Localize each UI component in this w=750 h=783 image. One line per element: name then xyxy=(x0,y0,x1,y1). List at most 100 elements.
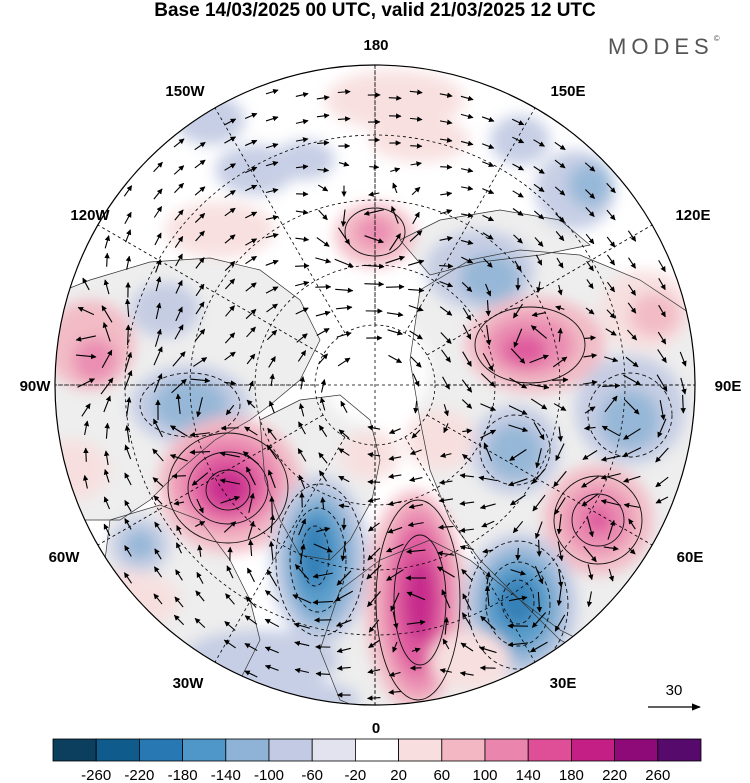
wind-arrow xyxy=(174,182,184,194)
wind-arrow xyxy=(195,257,205,269)
polar-cap xyxy=(320,315,430,425)
wind-arrow xyxy=(412,373,420,387)
wind-arrow xyxy=(125,229,132,243)
wind-arrow xyxy=(554,497,566,515)
wind-arrow xyxy=(82,277,90,291)
anomaly-blob xyxy=(275,140,335,180)
meridian xyxy=(404,436,536,663)
wind-arrow xyxy=(152,448,164,462)
wind-arrow xyxy=(410,143,423,149)
wind-arrow xyxy=(298,403,305,417)
wind-arrow xyxy=(461,399,473,409)
wind-arrow xyxy=(533,210,545,220)
wind-arrow xyxy=(584,162,596,172)
wind-arrow xyxy=(269,373,275,387)
wind-arrow xyxy=(153,161,163,173)
wind-arrow xyxy=(298,474,306,490)
contour-line xyxy=(553,475,643,565)
wind-arrow xyxy=(390,592,400,612)
wind-arrow xyxy=(409,116,423,122)
wind-arrow xyxy=(461,568,473,581)
wind-arrow xyxy=(224,332,236,344)
wind-arrow xyxy=(315,310,331,317)
wind-arrow xyxy=(366,564,382,580)
wind-arrow xyxy=(626,329,638,341)
wind-arrow xyxy=(123,370,133,390)
wind-arrow xyxy=(460,113,474,119)
wind-arrow xyxy=(315,257,332,264)
wind-arrow xyxy=(442,638,450,650)
wind-arrow xyxy=(603,545,619,552)
wind-arrow xyxy=(248,492,255,513)
wind-arrow xyxy=(155,302,162,320)
wind-arrow xyxy=(462,351,472,367)
colorbar-swatch xyxy=(225,738,270,762)
wind-arrow xyxy=(478,475,498,482)
wind-arrow xyxy=(295,119,309,125)
label-180: 180 xyxy=(363,37,388,54)
wind-arrow xyxy=(245,282,257,292)
wind-arrow xyxy=(581,493,599,507)
wind-arrow xyxy=(318,209,328,221)
wind-arrow xyxy=(439,479,453,485)
wind-arrow xyxy=(173,138,185,148)
wind-arrow xyxy=(367,425,381,431)
colorbar-tick-label: -60 xyxy=(301,767,323,783)
wind-arrow xyxy=(462,593,472,611)
wind-arrow xyxy=(440,332,452,344)
wind-arrow xyxy=(657,349,667,363)
wind-arrow xyxy=(103,469,110,483)
wind-arrow xyxy=(479,503,496,510)
wind-arrow xyxy=(535,448,542,469)
wind-arrow xyxy=(409,330,423,340)
contour-line xyxy=(275,483,365,637)
wind-arrow xyxy=(296,333,308,343)
colorbar-swatch xyxy=(268,738,313,762)
wind-arrow xyxy=(607,519,616,540)
wind-arrow xyxy=(176,525,182,535)
wind-arrow xyxy=(196,397,203,418)
wind-arrow xyxy=(264,664,279,671)
wind-arrow xyxy=(557,327,563,342)
label-150w: 150W xyxy=(165,83,205,100)
wind-arrow xyxy=(154,232,162,246)
wind-arrow xyxy=(315,671,330,677)
wind-arrow xyxy=(266,444,278,460)
wind-arrow xyxy=(624,399,640,415)
wind-arrow xyxy=(196,571,204,584)
wind-arrow xyxy=(657,331,667,345)
wind-arrow xyxy=(124,518,132,530)
wind-arrow xyxy=(555,213,565,223)
wind-arrow xyxy=(586,591,593,608)
wind-arrow xyxy=(367,479,381,485)
wind-arrow xyxy=(173,500,185,506)
anomaly-blob xyxy=(430,630,510,690)
wind-arrow xyxy=(533,422,545,441)
wind-arrow xyxy=(175,279,183,294)
wind-arrow xyxy=(460,95,474,102)
wind-arrow xyxy=(175,306,183,322)
wind-arrow xyxy=(557,569,564,588)
wind-arrow xyxy=(292,594,312,604)
wind-arrow xyxy=(582,379,598,386)
wind-arrow xyxy=(512,303,524,319)
wind-arrow xyxy=(248,539,254,556)
wind-arrow xyxy=(104,252,110,267)
wind-arrow xyxy=(557,541,564,562)
wind-arrow xyxy=(337,89,351,95)
wind-arrow xyxy=(462,307,472,321)
wind-arrow xyxy=(155,276,162,292)
contour-line xyxy=(289,507,347,613)
wind-arrow xyxy=(513,234,523,244)
colorbar-swatch xyxy=(52,738,97,762)
anomaly-blob xyxy=(630,293,680,337)
wind-arrow xyxy=(407,259,425,266)
wind-arrow xyxy=(485,283,492,297)
wind-arrow xyxy=(461,612,473,628)
wind-arrow xyxy=(600,499,621,506)
wind-arrow xyxy=(104,235,111,249)
wind-arrow xyxy=(627,230,637,242)
colorbar-swatch xyxy=(354,738,399,762)
wind-arrow xyxy=(154,521,162,533)
